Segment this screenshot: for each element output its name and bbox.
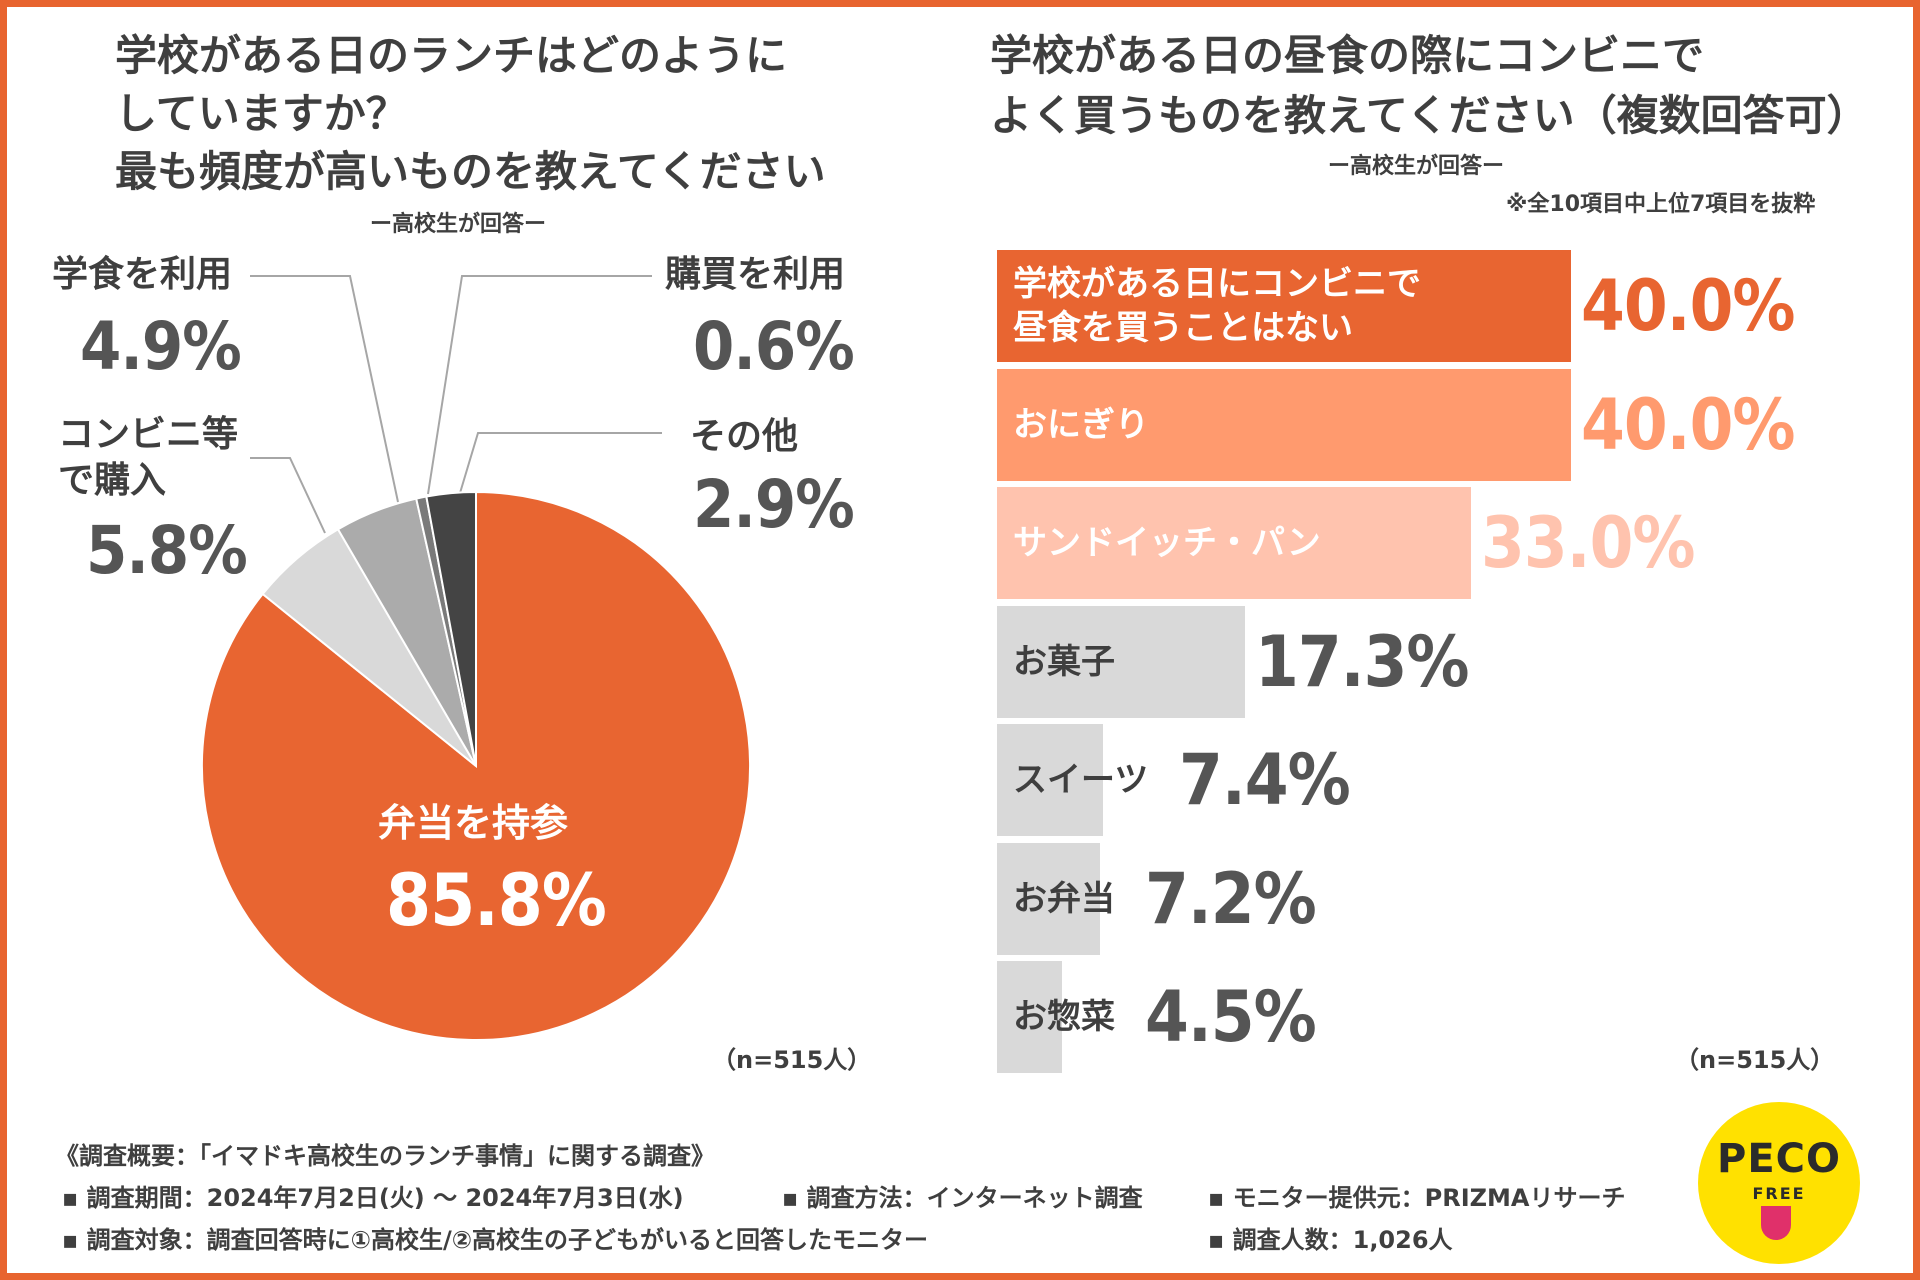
left-title-line1: 学校がある日のランチはどのように	[115, 31, 788, 80]
left-subtitle: ー高校生が回答ー	[370, 212, 547, 237]
pie-value-sonota: 2.9%	[693, 466, 855, 543]
bar-value-0: 40.0%	[1581, 265, 1795, 347]
bar-label-4: スイーツ	[1013, 760, 1149, 800]
pie-label-konbini-line2: で購入	[58, 460, 167, 501]
footer-heading: 《調査概要：「イマドキ高校生のランチ事情」に関する調査》	[55, 1142, 715, 1170]
right-title-line1: 学校がある日の昼食の際にコンビニで	[990, 31, 1705, 80]
pie-leader-line-4	[459, 432, 662, 494]
bar-5	[997, 843, 1100, 955]
footer-target: ▪ 調査対象：調査回答時に①高校生/②高校生の子どもがいると回答したモニター	[62, 1226, 929, 1254]
bar-label-5: お弁当	[1013, 879, 1115, 919]
bar-3	[997, 606, 1245, 718]
logo-tongue-icon	[1761, 1206, 1791, 1240]
bar-2	[997, 487, 1471, 599]
pie-leader-line-2	[250, 275, 399, 503]
bar-label-0-line2: 昼食を買うことはない	[1013, 308, 1353, 348]
bar-chart: 学校がある日にコンビニで 昼食を買うことはない 40.0% おにぎり 40.0% サンドイ…	[997, 250, 1795, 1073]
footer-provider: ▪ モニター提供元：PRIZMAリサーチ	[1208, 1184, 1626, 1212]
pie-value-gakushoku: 4.9%	[80, 308, 242, 385]
pie-value-konbini: 5.8%	[86, 512, 248, 589]
pie-label-konbini-line1: コンビニ等	[58, 414, 239, 455]
logo-text-peco: PECO	[1717, 1136, 1841, 1182]
bar-label-2: サンドイッチ・パン	[1013, 523, 1321, 563]
right-subtitle: ー高校生が回答ー	[1328, 154, 1505, 179]
bar-value-5: 7.2%	[1145, 858, 1317, 940]
pie-value-koubai: 0.6%	[693, 308, 855, 385]
pie-label-gakushoku: 学食を利用	[52, 254, 233, 295]
bar-0	[997, 250, 1571, 362]
pie-slices	[201, 490, 751, 1041]
bar-value-3: 17.3%	[1255, 621, 1469, 703]
footer-period: ▪ 調査期間：2024年7月2日(火) 〜 2024年7月3日(水)	[62, 1184, 684, 1212]
bar-value-2: 33.0%	[1481, 502, 1695, 584]
pie-label-bento: 弁当を持参	[378, 801, 569, 845]
right-note: ※全10項目中上位7項目を抜粋	[1506, 192, 1816, 217]
pie-leader-lines	[250, 275, 662, 534]
bar-value-6: 4.5%	[1145, 976, 1317, 1058]
pie-label-koubai: 購買を利用	[665, 254, 846, 295]
left-title-line2: していますか？	[115, 89, 408, 138]
bar-value-1: 40.0%	[1581, 384, 1795, 466]
logo-text-free: FREE	[1752, 1184, 1806, 1203]
bar-label-3: お菓子	[1013, 642, 1115, 682]
bar-label-6: お惣菜	[1013, 997, 1115, 1037]
bar-4	[997, 724, 1103, 836]
bar-label-1: おにぎり	[1013, 405, 1149, 445]
footer-count: ▪ 調査人数：1,026人	[1208, 1226, 1453, 1254]
bar-label-0: 学校がある日にコンビニで 昼食を買うことはない	[1013, 250, 1421, 362]
pie-value-bento: 85.8%	[386, 858, 607, 942]
bar-value-4: 7.4%	[1179, 739, 1351, 821]
pie-leader-line-1	[250, 457, 326, 534]
pie-leader-line-3	[427, 275, 652, 495]
bar-6	[997, 961, 1062, 1073]
right-sample-size: （n=515人）	[1675, 1046, 1835, 1074]
pie-label-sonota: その他	[690, 416, 799, 457]
pie-slice-4	[425, 490, 477, 767]
peco-free-logo: PECO FREE	[1698, 1102, 1860, 1264]
left-sample-size: （n=515人）	[712, 1046, 872, 1074]
footer-method: ▪ 調査方法：インターネット調査	[782, 1184, 1143, 1212]
bar-1	[997, 369, 1571, 481]
bar-label-0-line1: 学校がある日にコンビニで	[1013, 264, 1421, 304]
right-title-line2: よく買うものを教えてください（複数回答可）	[990, 91, 1869, 140]
left-title-line3: 最も頻度が高いものを教えてください	[115, 147, 826, 196]
